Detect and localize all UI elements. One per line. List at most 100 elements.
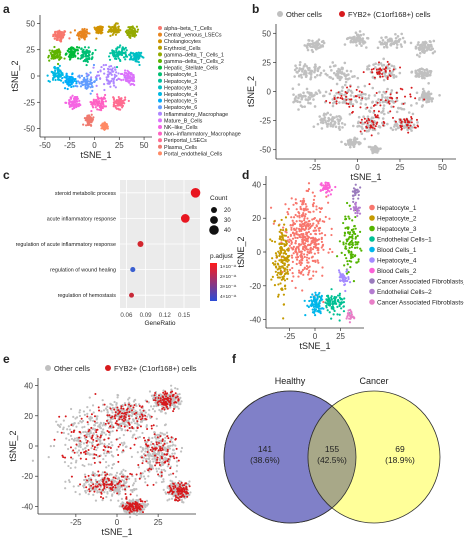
other-cell-point: [416, 53, 419, 57]
other-cell-point: [164, 457, 167, 460]
cell-point: [332, 308, 335, 311]
other-cell-point: [72, 439, 75, 442]
cell-point: [282, 293, 285, 296]
other-cell-point: [87, 493, 90, 496]
other-cell-point: [354, 31, 358, 35]
fyb2-cell-point: [375, 92, 378, 95]
other-cell-point: [100, 430, 103, 433]
cell-point: [358, 212, 362, 215]
x-tick-label: 0: [313, 332, 318, 341]
other-cell-point: [105, 495, 108, 499]
other-cell-point: [89, 453, 92, 456]
other-cell-point: [402, 107, 406, 111]
fyb2-cell-point: [406, 124, 409, 127]
cell-point: [305, 259, 309, 262]
fyb2-cell-point: [376, 101, 379, 104]
cell-point: [48, 49, 51, 52]
other-cell-point: [151, 436, 154, 440]
cell-point: [307, 224, 311, 227]
cell-point: [277, 271, 280, 274]
other-cell-point: [162, 478, 165, 481]
other-cell-point: [364, 92, 367, 96]
other-cell-point: [368, 110, 372, 113]
cell-point: [280, 238, 283, 241]
other-cell-point: [392, 65, 396, 68]
other-cell-point: [398, 38, 402, 41]
other-cell-point: [316, 122, 320, 126]
cell-point: [269, 206, 273, 209]
legend-entry: Plasma_Cells: [164, 145, 197, 151]
cell-point: [59, 51, 62, 54]
cell-point: [280, 265, 283, 268]
other-cell-point: [116, 477, 119, 481]
cell-point: [354, 254, 357, 257]
other-cell-point: [381, 117, 385, 120]
other-cell-point: [310, 48, 314, 52]
other-cell-point: [178, 393, 181, 396]
cell-point: [322, 300, 325, 304]
cell-point: [90, 124, 93, 127]
cell-point: [305, 238, 308, 241]
cell-point: [301, 213, 305, 217]
cell-point: [71, 78, 74, 81]
cell-point: [115, 50, 118, 53]
cell-point: [358, 230, 362, 233]
cell-point: [57, 48, 61, 51]
other-cell-point: [373, 150, 377, 154]
cell-point: [90, 109, 93, 113]
x-tick-label: 0.15: [178, 312, 191, 319]
other-cell-point: [314, 63, 317, 67]
legend-swatch: [369, 236, 375, 242]
other-cell-point: [139, 420, 142, 424]
cell-point: [63, 33, 66, 36]
cell-point: [354, 232, 357, 236]
cell-point: [271, 275, 274, 278]
other-cell-point: [367, 129, 370, 133]
other-cell-point: [415, 91, 419, 95]
other-cell-point: [305, 64, 308, 68]
y-tick-label: 50: [262, 29, 271, 38]
cell-point: [79, 85, 83, 88]
cell-point: [59, 30, 63, 34]
other-cell-point: [169, 444, 172, 447]
legend-entry: Hepatocyte_5: [164, 99, 197, 105]
other-cell-point: [77, 484, 80, 488]
other-cell-point: [96, 415, 99, 418]
cell-point: [52, 77, 55, 80]
y-tick-label: 20: [24, 412, 33, 421]
cell-point: [348, 246, 351, 250]
cell-point: [283, 256, 286, 259]
fyb2-cell-point: [402, 102, 405, 105]
cell-point: [290, 239, 293, 242]
y-tick-label: 25: [26, 46, 35, 55]
fyb2-cell-point: [337, 91, 340, 94]
cell-point: [299, 271, 302, 274]
cell-point: [279, 228, 282, 231]
cell-point: [54, 34, 58, 37]
other-cell-point: [79, 445, 82, 449]
cell-point: [328, 311, 331, 314]
other-cell-point: [171, 441, 174, 444]
cell-point: [308, 269, 311, 272]
other-cell-point: [324, 90, 328, 94]
other-cell-point: [158, 458, 161, 461]
cell-point: [73, 106, 76, 110]
cell-point: [95, 84, 98, 87]
other-cell-point: [98, 491, 101, 494]
fyb2-cell-point: [367, 117, 370, 120]
cell-point: [99, 69, 102, 72]
cell-point: [292, 203, 295, 206]
cell-point: [351, 241, 354, 245]
other-cell-point: [122, 468, 125, 471]
cell-point: [321, 188, 325, 192]
other-cell-point: [380, 41, 384, 45]
other-cell-point: [312, 98, 315, 101]
other-cell-point: [118, 436, 121, 440]
fyb2-cell-point: [396, 96, 399, 99]
cell-point: [56, 54, 59, 57]
cell-point: [313, 308, 316, 311]
cell-point: [346, 260, 349, 263]
other-cell-point: [309, 73, 313, 76]
y-axis-label: tSNE_2: [246, 76, 256, 107]
other-cell-point: [67, 432, 70, 436]
